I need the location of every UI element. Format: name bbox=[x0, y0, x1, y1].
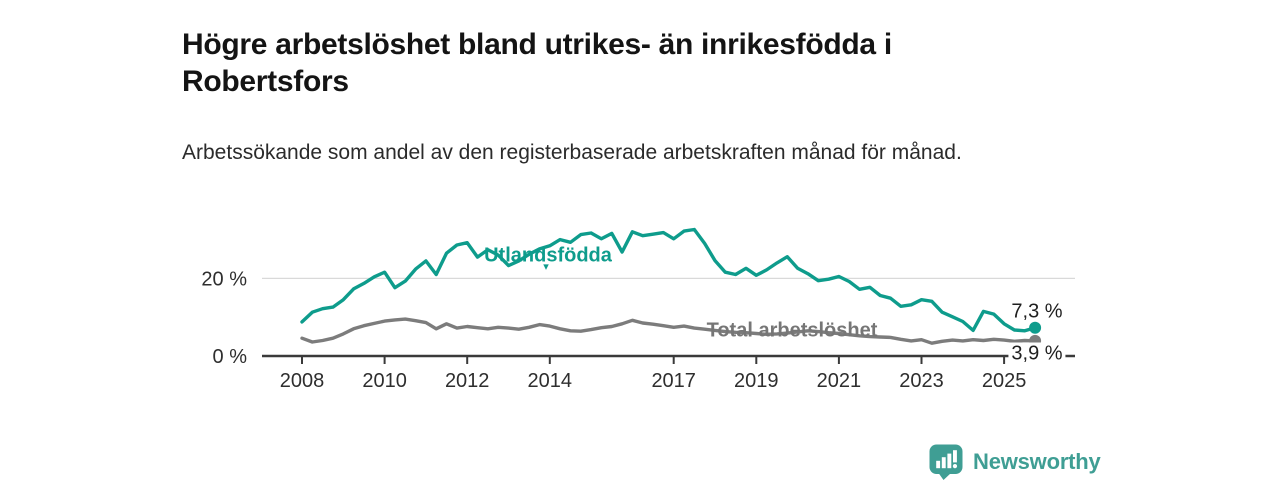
total-arbetsloshet-line bbox=[300, 317, 1037, 345]
y-tick-label: 20 % bbox=[201, 268, 247, 290]
x-tick-label: 2025 bbox=[982, 370, 1027, 392]
chart-subtitle: Arbetssökande som andel av den registerb… bbox=[182, 141, 962, 164]
x-tick-label: 2012 bbox=[445, 370, 490, 392]
series-label-utlandsfodda: Utlandsfödda bbox=[484, 244, 612, 267]
y-tick-label: 0 % bbox=[213, 346, 248, 368]
x-tick-label: 2023 bbox=[899, 370, 944, 392]
utlandsfodda-line bbox=[300, 227, 1037, 333]
newsworthy-logo: Newsworthy bbox=[929, 444, 1101, 480]
utlandsfodda-end-dot bbox=[1029, 321, 1042, 334]
x-tick-label: 2021 bbox=[817, 370, 862, 392]
end-value-utlandsfodda: 7,3 % bbox=[1011, 300, 1063, 323]
chart-title: Högre arbetslöshet bland utrikes- än inr… bbox=[182, 28, 892, 99]
x-axis-ticks: 2008 2010 2012 2014 2017 2019 2021 2023 2025 bbox=[280, 357, 1027, 392]
x-tick-label: 2014 bbox=[528, 370, 573, 392]
label-pointer-icon: ▾ bbox=[543, 261, 549, 273]
x-tick-label: 2008 bbox=[280, 370, 325, 392]
end-value-total: 3,9 % bbox=[1008, 342, 1066, 366]
series-label-total-arbetsloshet: Total arbetslöshet bbox=[706, 319, 878, 342]
x-tick-label: 2010 bbox=[362, 370, 407, 392]
y-axis-labels: 20 % 0 % bbox=[201, 268, 247, 368]
x-tick-label: 2017 bbox=[651, 370, 696, 392]
newsworthy-wordmark: Newsworthy bbox=[973, 449, 1101, 474]
newsworthy-icon bbox=[929, 444, 963, 480]
x-tick-label: 2019 bbox=[734, 370, 779, 392]
